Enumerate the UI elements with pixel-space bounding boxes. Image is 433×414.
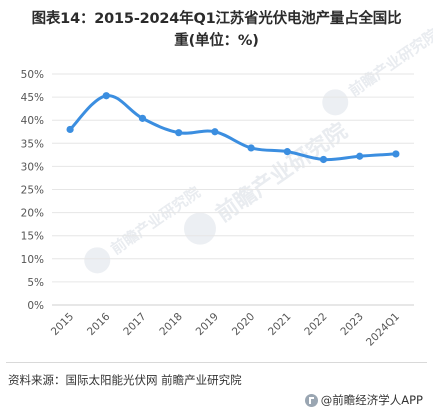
data-point — [283, 148, 291, 156]
gridlines — [52, 73, 414, 306]
data-point — [211, 128, 219, 136]
y-axis-ticks: 0% 5% 10% 15% 20% 25% 30% 35% 40% 45% 50% — [21, 69, 44, 312]
x-axis-ticks: 2015 2016 2017 2018 2019 2020 2021 2022 20232024… — [49, 310, 402, 348]
x-tick-label: 2017 — [121, 311, 148, 338]
brand-logo-icon — [304, 393, 318, 407]
series-line — [66, 92, 400, 164]
data-point — [66, 125, 74, 134]
data-point — [319, 155, 328, 164]
data-point — [138, 114, 147, 122]
y-tick-label: 45% — [21, 92, 44, 104]
data-point — [175, 129, 183, 137]
chart-title-line-2: 重(单位：%) — [174, 33, 259, 49]
footer-divider — [6, 362, 427, 363]
data-point — [102, 92, 110, 100]
x-tick-label: 2016 — [85, 310, 113, 338]
x-tick-label: 2020 — [230, 311, 257, 338]
watermark-text: 前瞻产业研究院 — [211, 118, 352, 228]
y-tick-label: 5% — [27, 277, 44, 289]
watermark-logo-icon — [322, 89, 349, 116]
y-tick-label: 35% — [21, 138, 44, 150]
x-tick-label: 2023 — [338, 311, 365, 338]
y-tick-label: 15% — [21, 231, 44, 243]
watermark-logo-icon — [84, 247, 111, 274]
watermark-logo-icon — [183, 212, 216, 245]
x-tick-label: 2022 — [302, 311, 329, 338]
x-tick-label: 2019 — [194, 311, 221, 338]
brand-text: @前瞻经济学人APP — [320, 393, 423, 407]
watermark-1: 前瞻产业研究院 — [322, 25, 433, 116]
source-note: 资料来源：国际太阳能光伏网 前瞻产业研究院 — [8, 373, 242, 387]
y-tick-label: 30% — [21, 161, 44, 173]
brand-credit: @前瞻经济学人APP — [304, 392, 423, 408]
data-point — [356, 152, 364, 160]
chart-title-line-1: 图表14：2015-2024年Q1江苏省光伏电池产量占全国比 — [31, 11, 402, 27]
series-line-path — [68, 94, 398, 162]
y-tick-label: 20% — [21, 208, 44, 220]
watermark-3: 前瞻产业研究院 — [183, 118, 352, 245]
x-tick-label: 2021 — [266, 311, 293, 338]
y-tick-label: 10% — [21, 254, 44, 266]
x-tick-label: 2018 — [157, 311, 184, 338]
y-tick-label: 50% — [21, 69, 44, 81]
x-tick-label: 2015 — [49, 311, 76, 338]
data-point — [247, 144, 255, 152]
y-tick-label: 0% — [27, 300, 44, 312]
chart-title: 图表14：2015-2024年Q1江苏省光伏电池产量占全国比 重(单位：%) — [0, 8, 433, 52]
data-point — [392, 150, 400, 158]
y-tick-label: 25% — [21, 185, 44, 197]
watermark-text: 前瞻产业研究院 — [345, 25, 433, 100]
y-tick-label: 40% — [21, 115, 44, 127]
x-tick-label: 2024Q1 — [364, 311, 402, 349]
